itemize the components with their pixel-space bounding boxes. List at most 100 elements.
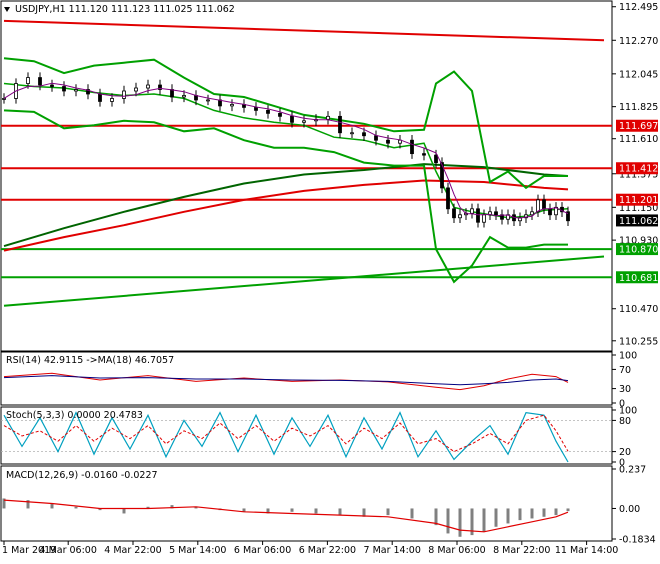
candle-body [146,84,150,89]
series-stoch-k [3,411,569,463]
series-ma-red-long [3,179,569,252]
candle-body [110,98,114,102]
stoch-tick-label: 0 [619,458,625,469]
macd-histogram-bar [314,508,318,514]
candle-body [266,109,270,114]
candle-body [536,199,540,213]
series-rsi-ma [3,375,569,386]
macd-histogram-bar [146,506,150,509]
upper-red-trendline [3,19,605,42]
macd-panel-title: MACD(12,26,9) -0.0160 -0.0227 [6,470,158,481]
candle-body [434,154,438,163]
rsi-tick-label: 100 [619,351,637,362]
macd-panel-frame [0,465,613,542]
price-tick-label: 110.255 [619,336,658,347]
macd-axis: 0.237 0.00 -0.1834 [612,465,656,546]
candle-body [158,84,162,90]
time-tick-label: 8 Mar 22:00 [493,545,550,556]
macd-histogram-bar [170,505,174,509]
price-panel-frame [0,0,613,352]
candle-body [290,115,294,123]
stoch-panel-title: Stoch(5,3,3) 0.0000 20.4783 [6,410,143,421]
symbol-dropdown-icon[interactable] [4,7,10,12]
series-short-ma [3,82,569,219]
time-tick-label: 8 Mar 06:00 [428,545,485,556]
candle-body [530,211,534,216]
level-label-bg [616,243,658,256]
price-layer [1,19,612,307]
price-tick-label: 111.610 [619,134,658,145]
macd-histogram-bar [50,503,54,509]
time-tick-label: 4 Mar 06:00 [40,545,97,556]
candle-body [74,89,78,92]
time-tick-label: 11 Mar 14:00 [555,545,618,556]
candle-body [182,95,186,98]
candle-body [440,162,444,189]
time-tick-label: 5 Mar 14:00 [169,545,226,556]
candle-body [206,99,210,102]
price-axis: 112.495 112.270 112.045 111.825 111.610 111.3… [612,2,658,347]
candle-body [542,199,546,210]
current-price-label: 111.062 [619,216,658,227]
candle-body [122,90,126,99]
level-label-111-412: 111.412 [619,164,658,175]
level-label-bg [616,193,658,206]
macd-histogram-bar [242,508,246,512]
price-tick-label: 110.930 [619,236,658,247]
candle-body [62,86,66,92]
macd-histogram-bar [2,498,6,509]
candle-body [494,211,498,216]
candle-body [362,132,366,137]
price-tick-label: 112.495 [619,2,658,13]
candle-body [302,120,306,123]
price-tick-label: 111.825 [619,102,658,113]
macd-histogram-bar [338,508,342,516]
price-tick-label: 111.150 [619,203,658,214]
candle-body [338,115,342,134]
candle-body [170,89,174,98]
candle-body [350,132,354,135]
level-label-bg [616,162,658,175]
candle-body [566,211,570,222]
time-tick-label: 1 Mar 2019 [2,545,56,556]
macd-histogram-bar [518,508,522,521]
candle-body [446,187,450,210]
series-stoch-d [3,414,569,453]
macd-histogram-bar [506,508,510,524]
candle-body [26,77,30,84]
candle-body [458,214,462,219]
macd-histogram-bar [470,508,474,536]
candle-body [134,87,138,92]
rsi-tick-label: 0 [619,399,625,410]
macd-tick-label: -0.1834 [619,535,656,546]
stoch-tick-label: 20 [619,447,631,458]
level-label-111-201: 111.201 [619,195,658,206]
stoch-tick-label: 80 [619,416,631,427]
macd-histogram-bar [554,508,558,516]
candle-body [452,208,456,219]
stoch-tick-label: 100 [619,406,637,417]
rsi-panel-title: RSI(14) 42.9115 ->MA(18) 46.7057 [6,355,174,366]
macd-histogram-bar [386,508,390,516]
candle-body [2,98,6,100]
price-tick-label: 110.470 [619,304,658,315]
rsi-tick-label: 30 [619,384,631,395]
macd-histogram-bar [74,506,78,509]
macd-histogram-bar [458,508,462,537]
series-macd-signal [3,499,569,533]
macd-histogram-bar [446,508,450,534]
candle-body [278,112,282,117]
candle-body [482,214,486,223]
macd-histogram-bar [194,506,198,509]
time-tick-label: 6 Mar 22:00 [299,545,356,556]
macd-histogram-bar [26,500,30,509]
macd-histogram-bar [98,508,102,511]
time-tick-label: 7 Mar 14:00 [364,545,421,556]
candle-body [524,214,528,219]
stoch-layer [1,411,612,463]
level-label-110-681: 110.681 [619,273,658,284]
